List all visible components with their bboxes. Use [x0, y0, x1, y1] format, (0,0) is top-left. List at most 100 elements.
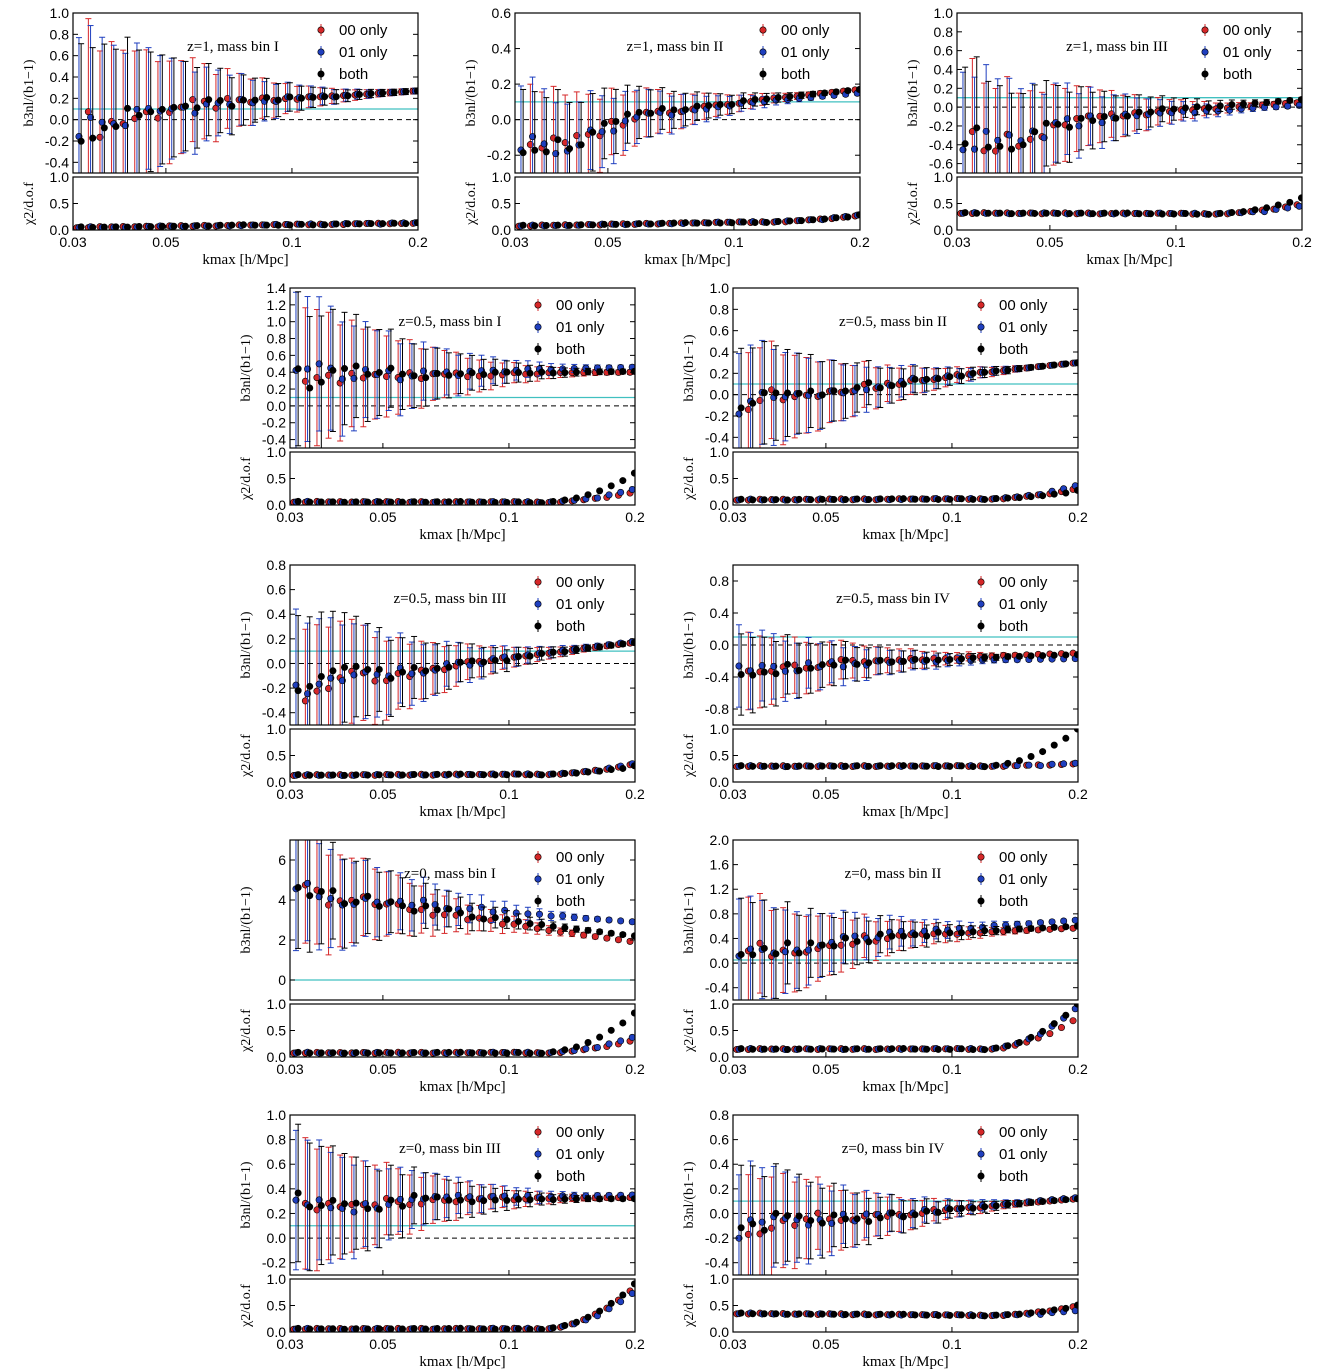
data-point — [584, 926, 592, 934]
chi-axis-label: χ2/d.o.f — [682, 1009, 697, 1053]
data-point — [807, 939, 815, 947]
y-tick-label: -0.2 — [45, 133, 69, 149]
data-point — [291, 0, 297, 3]
data-point — [1008, 145, 1016, 153]
data-point — [969, 654, 977, 662]
data-point — [744, 406, 752, 414]
x-axis-label: kmax [h/Mpc] — [419, 1079, 505, 1095]
chi-point — [957, 1045, 965, 1053]
data-point — [658, 104, 666, 112]
data-point — [422, 667, 430, 675]
x-tick-label: 0.2 — [850, 234, 870, 250]
chi-point — [807, 1045, 815, 1053]
y-tick-label: 0.4 — [267, 1181, 287, 1197]
data-point — [934, 928, 942, 936]
data-point — [294, 687, 302, 695]
x-tick-label: 0.03 — [276, 1336, 303, 1352]
legend-label: 01 only — [556, 596, 605, 613]
data-point — [325, 684, 333, 692]
data-point — [1039, 652, 1047, 660]
data-point — [133, 105, 141, 113]
chi-tick-label: 0.5 — [492, 196, 512, 212]
y-tick-label: 1.0 — [710, 280, 730, 296]
data-point — [514, 369, 522, 377]
chi-point — [561, 496, 569, 504]
data-point — [364, 892, 372, 900]
data-point — [294, 884, 302, 892]
y-axis-label: b3nl/(b1−1) — [682, 886, 697, 953]
chi-point — [294, 1324, 302, 1332]
legend-marker — [534, 875, 542, 883]
data-point — [561, 139, 569, 147]
legend-label: 01 only — [556, 319, 605, 336]
chi-point — [422, 1325, 430, 1332]
chi-point — [737, 762, 745, 770]
data-point — [572, 368, 580, 376]
data-point — [758, 1218, 766, 1226]
x-tick-label: 0.05 — [369, 1061, 396, 1077]
chi-tick-label: 1.0 — [50, 169, 70, 185]
data-point — [410, 372, 418, 380]
upper-plot-area — [290, 0, 635, 981]
legend-marker — [977, 600, 985, 608]
x-tick-label: 0.1 — [499, 1061, 519, 1077]
panel-1: -0.4 -0.2 0.0 0.2 0.4 0.6 0.8 1.0 0.0 0.5 1.0 0.03 0… — [22, 5, 428, 268]
legend-marker — [534, 345, 542, 353]
chi-point — [549, 1324, 557, 1332]
chi-point — [341, 771, 349, 779]
data-point — [468, 1198, 476, 1206]
legend-label: both — [556, 341, 585, 358]
data-point — [516, 0, 522, 3]
chi-point — [584, 768, 592, 776]
data-point — [961, 140, 969, 148]
chi-point — [329, 1049, 337, 1057]
data-point — [716, 100, 724, 108]
data-point — [996, 142, 1004, 150]
chi-point — [352, 771, 360, 779]
data-point — [1004, 366, 1012, 374]
data-point — [1065, 123, 1073, 131]
chi-point — [1004, 759, 1012, 767]
chi-point — [364, 498, 372, 505]
data-point — [973, 124, 981, 132]
upper-frame — [289, 839, 636, 1001]
chi-point — [593, 494, 601, 502]
data-point — [306, 682, 314, 690]
chi-tick-label: 0.0 — [267, 497, 287, 513]
data-point — [760, 944, 768, 952]
data-point — [352, 362, 360, 370]
lower-frame — [289, 1278, 636, 1333]
panel-annotation: z=0.5, mass bin II — [839, 314, 947, 330]
data-point — [734, 0, 740, 3]
chi-point — [797, 217, 805, 225]
chi-point — [853, 1045, 861, 1053]
chi-point — [514, 1325, 522, 1332]
chi-point — [364, 1325, 372, 1332]
y-tick-label: 0.0 — [710, 387, 730, 403]
data-point — [635, 108, 643, 116]
data-point — [577, 141, 585, 149]
data-point — [526, 1196, 534, 1204]
chi-point — [263, 221, 271, 229]
data-point — [445, 371, 453, 379]
legend-label: both — [999, 618, 1028, 635]
x-axis-label: kmax [h/Mpc] — [419, 527, 505, 543]
chi-tick-label: 0.5 — [710, 748, 730, 764]
data-point — [734, 0, 740, 3]
data-point — [503, 916, 511, 924]
chi-point — [607, 1026, 615, 1034]
data-point — [805, 946, 813, 954]
y-tick-label: 0.2 — [267, 381, 287, 397]
x-tick-label: 0.2 — [625, 509, 645, 525]
chi-point — [341, 1049, 349, 1057]
legend-marker — [1201, 48, 1209, 56]
chi-point — [619, 477, 627, 485]
chi-point — [410, 1048, 418, 1056]
chi-point — [1027, 1033, 1035, 1041]
chi-point — [716, 219, 724, 227]
legend-label: both — [556, 893, 585, 910]
x-axis-label: kmax [h/Mpc] — [419, 804, 505, 820]
data-point — [294, 1189, 302, 1197]
chi-tick-label: 1.0 — [267, 444, 287, 460]
chi-point — [635, 220, 643, 228]
